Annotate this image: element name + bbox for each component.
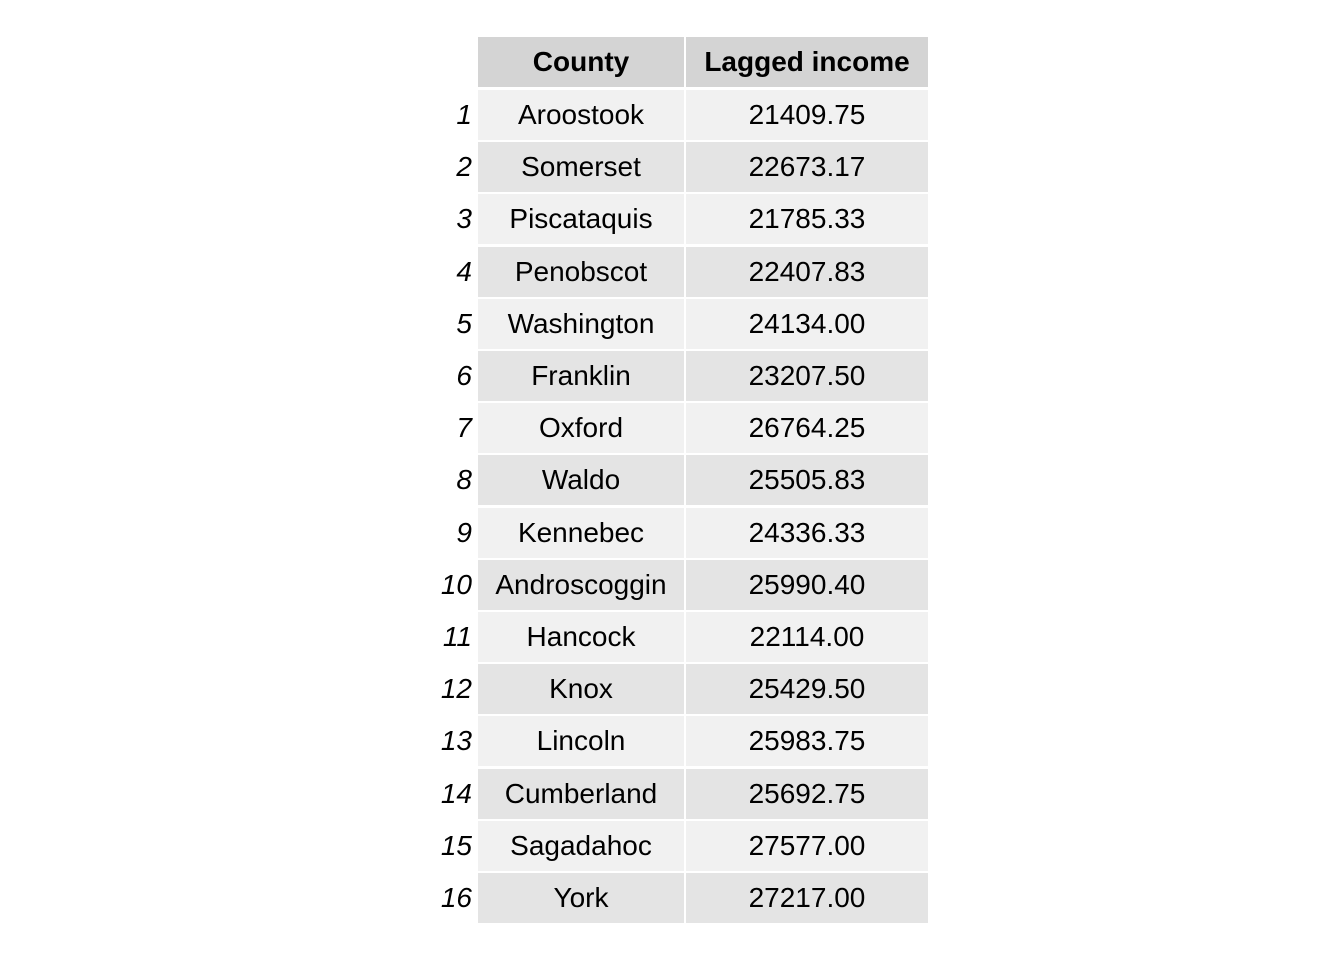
county-cell: Knox <box>478 664 684 715</box>
lagged-income-cell: 24134.00 <box>686 298 928 349</box>
column-header-county: County <box>478 37 684 87</box>
row-label: 9 <box>456 516 472 548</box>
lagged-income-cell: 25505.83 <box>686 455 928 506</box>
county-cell: Aroostook <box>478 90 684 140</box>
county-cell: Lincoln <box>478 716 684 767</box>
row-label: 10 <box>440 568 472 600</box>
county-cell: Oxford <box>478 403 684 454</box>
row-label: 4 <box>456 255 472 287</box>
row-label: 14 <box>440 777 472 809</box>
lagged-income-cell: 25983.75 <box>686 716 928 767</box>
lagged-income-cell: 24336.33 <box>686 507 928 558</box>
lagged-income-cell: 25429.50 <box>686 664 928 715</box>
row-label: 11 <box>442 621 472 652</box>
county-cell: Cumberland <box>478 768 684 819</box>
county-cell: Franklin <box>478 351 684 401</box>
column-header-lagged-income: Lagged income <box>686 37 928 87</box>
lagged-income-cell: 22673.17 <box>686 142 928 193</box>
lagged-income-cell: 22114.00 <box>686 612 928 662</box>
county-cell: Kennebec <box>478 507 684 558</box>
lagged-income-cell: 23207.50 <box>686 351 928 401</box>
county-cell: Waldo <box>478 455 684 506</box>
lagged-income-cell: 27217.00 <box>686 873 928 923</box>
county-cell: Piscataquis <box>478 194 684 245</box>
lagged-income-cell: 26764.25 <box>686 403 928 454</box>
county-cell: Washington <box>478 298 684 349</box>
lagged-income-cell: 21785.33 <box>686 194 928 245</box>
row-label: 1 <box>456 99 472 130</box>
lagged-income-cell: 22407.83 <box>686 246 928 297</box>
lagged-income-cell: 21409.75 <box>686 90 928 140</box>
row-label: 8 <box>456 464 472 496</box>
row-label: 3 <box>456 203 472 235</box>
row-label: 2 <box>456 151 472 183</box>
lagged-income-cell: 27577.00 <box>686 820 928 871</box>
row-label: 15 <box>440 829 472 861</box>
county-cell: Androscoggin <box>478 559 684 610</box>
row-label: 16 <box>440 882 472 913</box>
row-label: 6 <box>456 360 472 391</box>
row-label: 7 <box>456 412 472 444</box>
row-label: 13 <box>440 725 472 757</box>
lagged-income-cell: 25990.40 <box>686 559 928 610</box>
county-cell: Somerset <box>478 142 684 193</box>
row-label: 5 <box>456 307 472 339</box>
row-label: 12 <box>440 673 472 705</box>
lagged-income-cell: 25692.75 <box>686 768 928 819</box>
county-cell: Penobscot <box>478 246 684 297</box>
county-cell: Sagadahoc <box>478 820 684 871</box>
county-cell: Hancock <box>478 612 684 662</box>
county-cell: York <box>478 873 684 923</box>
